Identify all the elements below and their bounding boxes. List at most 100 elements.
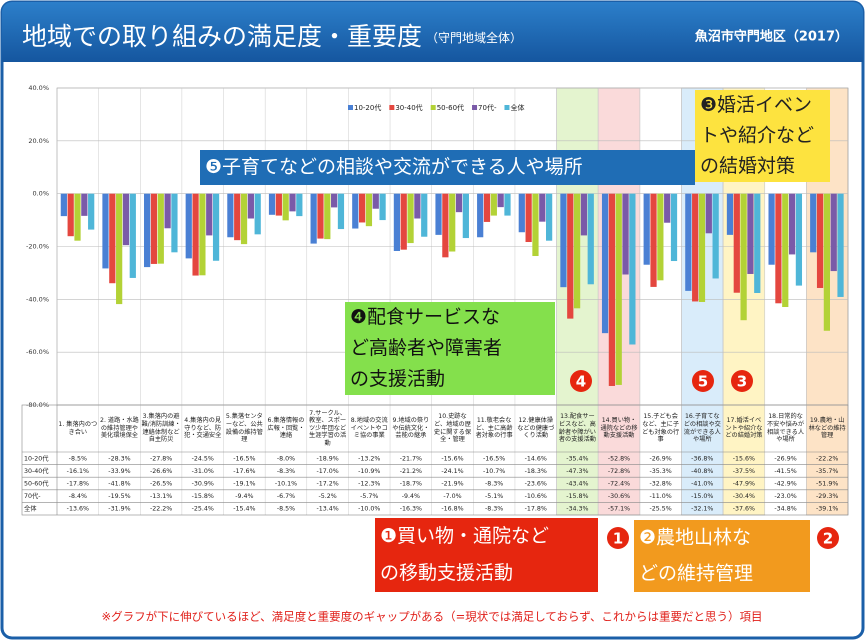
- table-value: -19.1%: [233, 481, 255, 488]
- table-value: -35.7%: [816, 468, 838, 475]
- table-value: -17.0%: [316, 468, 338, 475]
- table-value: -37.6%: [733, 506, 755, 513]
- table-value: -15.6%: [441, 455, 463, 462]
- bar: [615, 193, 622, 385]
- bar: [331, 193, 338, 208]
- bar: [192, 193, 199, 276]
- annotation-text: の支援活動: [350, 368, 445, 390]
- marker-number: 4: [576, 373, 586, 391]
- table-value: -15.0%: [691, 493, 713, 500]
- bar: [698, 193, 706, 302]
- bar: [337, 193, 345, 230]
- table-value: -31.9%: [108, 506, 130, 513]
- legend-label: 30-40代: [395, 103, 422, 112]
- table-value: -35.4%: [566, 455, 588, 462]
- table-value: -35.3%: [650, 468, 672, 475]
- bar: [650, 193, 657, 287]
- bar: [157, 193, 164, 264]
- bar: [712, 193, 719, 279]
- bar: [449, 193, 456, 252]
- bar: [74, 193, 81, 241]
- table-value: -26.9%: [774, 455, 796, 462]
- category-label: 10.史跡など、地域の歴史に関する保全・管理: [433, 413, 472, 444]
- table-value: -8.4%: [69, 493, 87, 500]
- table-value: -25.4%: [192, 506, 214, 513]
- table-value: -8.5%: [277, 506, 295, 513]
- marker-circle: [692, 370, 714, 392]
- bar: [643, 193, 650, 265]
- category-label: 9.地域の祭りや伝統文化・芸能の継承: [392, 417, 430, 440]
- table-value: -43.4%: [566, 481, 588, 488]
- table-value: -16.8%: [441, 506, 463, 513]
- table-value: -10.7%: [483, 468, 505, 475]
- table-value: -16.1%: [67, 468, 89, 475]
- category-label: 5.集落センターなど、公共設備の維持管理: [225, 413, 263, 444]
- bar: [455, 193, 463, 213]
- bar: [497, 193, 504, 208]
- row-label: 70代-: [24, 491, 41, 500]
- table-value: -32.8%: [650, 481, 672, 488]
- table-value: -57.1%: [608, 506, 630, 513]
- bar: [102, 193, 109, 269]
- bar: [81, 193, 88, 216]
- legend-swatch: [389, 105, 395, 110]
- table-value: -5.2%: [318, 493, 336, 500]
- table-value: -29.3%: [816, 493, 838, 500]
- table-value: -17.8%: [525, 506, 547, 513]
- table-value: -27.8%: [150, 455, 172, 462]
- annotation-box: [345, 302, 555, 395]
- table-value: -31.0%: [192, 468, 214, 475]
- bar: [129, 193, 136, 278]
- category-label: 6.集落情報の広報・回覧・連絡: [267, 417, 305, 440]
- subtitle: （守門地域全体）: [426, 30, 522, 45]
- table-value: -8.5%: [69, 455, 87, 462]
- bar: [740, 193, 747, 321]
- y-tick-label: 20.0%: [28, 137, 49, 145]
- title: 地域での取り組みの満足度・重要度 （守門地域全体）: [22, 22, 522, 51]
- bar: [795, 193, 803, 286]
- bar: [150, 193, 158, 264]
- bar: [144, 193, 151, 268]
- category-cell: 8.地域の交流イベントやコミ協の事業: [351, 417, 388, 439]
- annotation-text: ❷農地山林な: [639, 527, 751, 549]
- annotation-text: ❺子育てなどの相談や交流ができる人や場所: [205, 156, 583, 178]
- bar: [573, 193, 581, 309]
- bar: [310, 193, 317, 244]
- bar: [816, 193, 824, 288]
- table-value: -9.4%: [235, 493, 253, 500]
- legend-swatch: [472, 105, 478, 110]
- table-value: -15.8%: [192, 493, 214, 500]
- table-value: -17.8%: [67, 481, 89, 488]
- bar: [116, 193, 123, 305]
- category-cell: 19.農地・山林などの維持管理: [809, 417, 846, 439]
- table-value: -30.9%: [192, 481, 214, 488]
- bar: [670, 193, 678, 262]
- row-label: 全体: [24, 504, 37, 513]
- bar: [88, 193, 95, 230]
- bar: [365, 193, 373, 227]
- bar: [164, 193, 171, 229]
- category-cell: 10.史跡など、地域の歴史に関する保全・管理: [433, 413, 472, 444]
- table-value: -15.8%: [566, 493, 588, 500]
- bar: [518, 193, 525, 233]
- bar: [546, 193, 553, 241]
- table-value: -13.6%: [67, 506, 89, 513]
- category-cell: 17.婚活イベントや紹介などの結婚対策: [725, 417, 762, 439]
- y-tick-label: -60.0%: [26, 348, 49, 356]
- table-value: -8.0%: [277, 455, 295, 462]
- marker-circle: [607, 527, 629, 549]
- bar: [775, 193, 782, 304]
- bar: [240, 193, 248, 245]
- table-value: -18.9%: [316, 455, 338, 462]
- marker-number: 1: [613, 530, 623, 548]
- bar: [122, 193, 130, 246]
- bar: [407, 193, 414, 244]
- bar: [379, 193, 386, 221]
- y-tick-label: -40.0%: [26, 295, 49, 303]
- table-value: -6.7%: [277, 493, 295, 500]
- bar: [372, 193, 379, 209]
- bar: [768, 193, 775, 265]
- table-value: -22.2%: [816, 455, 838, 462]
- category-cell: 7.サークル、教室、スポーツ少年団など生涯学習の活動: [309, 410, 346, 447]
